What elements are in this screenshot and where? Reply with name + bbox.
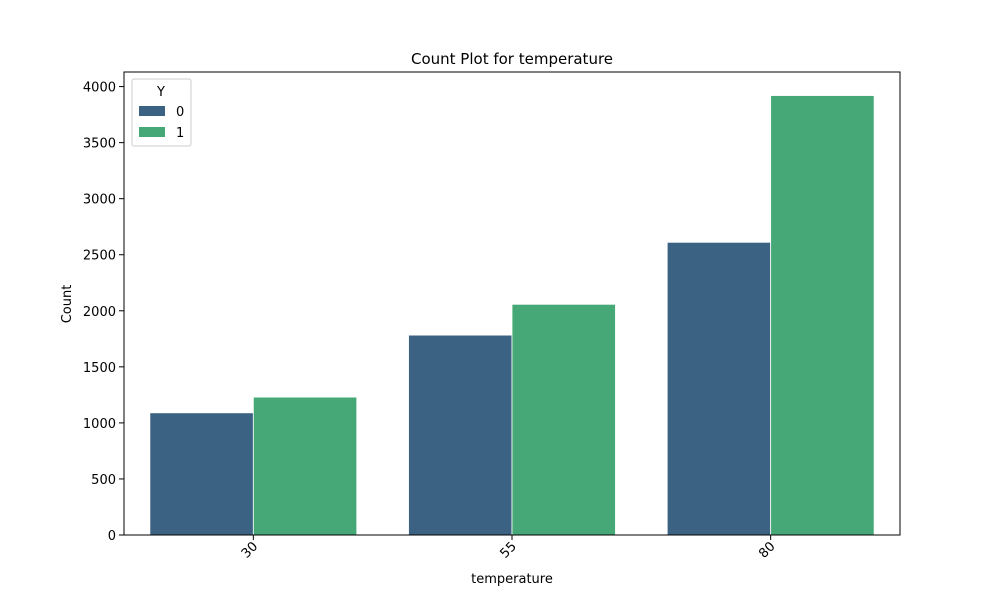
legend-swatch-0 [139, 106, 165, 116]
y-axis-title: Count [60, 285, 75, 324]
y-tick-label: 0 [108, 529, 116, 544]
y-tick-label: 4000 [83, 81, 116, 96]
plot-area: 0 500 1000 1500 2000 2500 3000 3500 4000 30 55 80 [83, 81, 875, 562]
y-tick-label: 2500 [83, 249, 116, 264]
x-tick-label: 55 [498, 539, 520, 561]
y-tick-label: 1500 [83, 361, 116, 376]
y-tick-label: 3500 [83, 137, 116, 152]
y-tick-label: 2000 [83, 305, 116, 320]
bar-30-series-0 [149, 412, 254, 536]
legend-swatch-1 [139, 127, 165, 137]
x-axis-title: temperature [471, 572, 553, 587]
legend-label-0: 0 [176, 105, 184, 120]
legend-label-1: 1 [176, 126, 184, 141]
plot-frame [123, 71, 901, 536]
bar-55-series-0 [408, 334, 513, 536]
bar-55-series-1 [511, 303, 616, 536]
bar-80-series-0 [666, 241, 772, 536]
y-tick-label: 1000 [83, 417, 116, 432]
y-tick-label: 500 [91, 473, 116, 488]
legend-title: Y [156, 85, 165, 100]
x-tick-label: 30 [239, 539, 261, 561]
legend: Y 0 1 [131, 78, 192, 147]
bar-30-series-1 [252, 396, 358, 536]
x-tick-label: 80 [756, 539, 778, 561]
bar-80-series-1 [770, 95, 875, 536]
chart-title: Count Plot for temperature [411, 50, 613, 68]
y-tick-label: 3000 [83, 193, 116, 208]
